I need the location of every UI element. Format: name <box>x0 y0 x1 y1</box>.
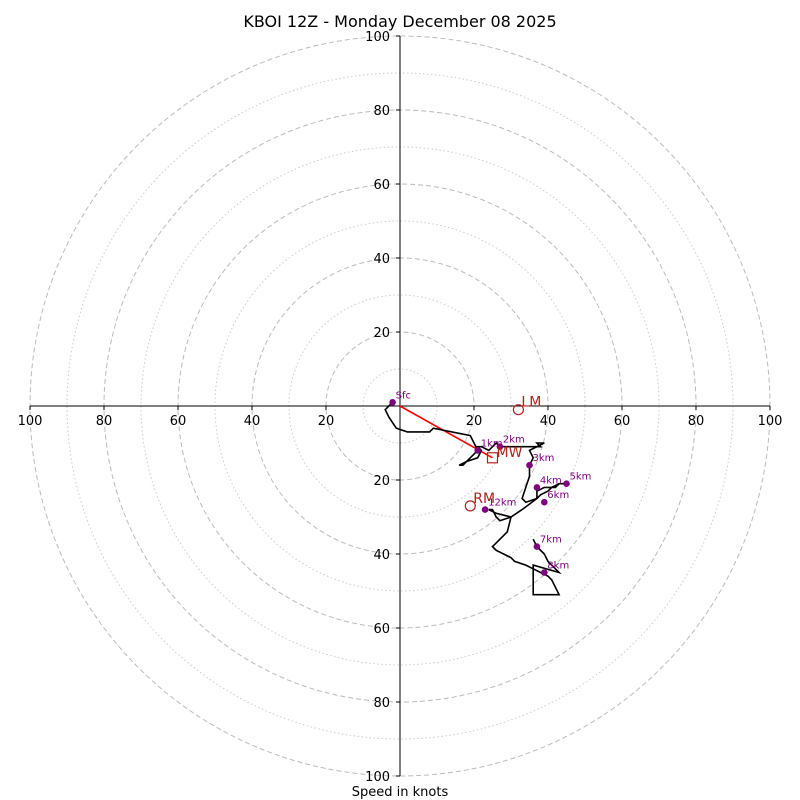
x-tick-label: 80 <box>688 414 705 429</box>
height-marker-point <box>533 484 541 491</box>
mean-wind-marker <box>486 452 499 464</box>
height-marker-point <box>389 399 396 406</box>
x-tick-label: 80 <box>96 414 113 429</box>
height-marker-label: Sfc <box>396 390 411 401</box>
right-mover-label: RM <box>473 491 495 507</box>
mean-wind-label: MW <box>497 445 523 461</box>
x-tick-label: 40 <box>244 414 261 429</box>
height-marker-label: 7km <box>540 535 562 546</box>
height-marker-label: 4km <box>540 475 562 486</box>
left-mover-label: LM <box>521 395 541 411</box>
height-marker-point <box>474 447 482 454</box>
x-tick-label: 20 <box>466 414 483 429</box>
y-tick-label: 100 <box>365 30 390 45</box>
height-marker-point <box>563 480 570 488</box>
height-marker-point <box>481 506 489 513</box>
y-tick-label: 40 <box>373 252 390 267</box>
height-marker-point <box>526 461 533 469</box>
y-tick-label: 100 <box>365 770 390 785</box>
chart-title: KBOI 12Z - Monday December 08 2025 <box>243 12 556 31</box>
height-marker-label: 2km <box>503 435 525 446</box>
x-tick-label: 20 <box>318 414 335 429</box>
y-tick-label: 80 <box>373 696 390 711</box>
height-marker-point <box>541 569 548 576</box>
x-tick-labels: 100 80 60 40 20 20 40 60 80 100 <box>18 406 783 429</box>
height-marker-label: 3km <box>533 453 555 464</box>
height-marker-label: 8km <box>547 561 569 572</box>
height-marker-label: 1km <box>481 438 503 449</box>
height-marker-point <box>533 543 541 550</box>
x-tick-label: 60 <box>614 414 631 429</box>
y-tick-label: 20 <box>373 326 390 341</box>
wind-trace <box>384 401 567 596</box>
x-tick-label: 100 <box>18 414 43 429</box>
height-marker-point <box>496 443 504 451</box>
height-marker-label: 6km <box>547 490 569 501</box>
left-mover-marker <box>512 404 525 416</box>
y-tick-label: 40 <box>373 548 390 563</box>
y-tick-label: 80 <box>373 104 390 119</box>
right-mover-marker <box>464 500 476 512</box>
y-tick-label: 20 <box>373 474 390 489</box>
y-tick-label: 60 <box>373 622 390 637</box>
x-tick-label: 100 <box>758 414 783 429</box>
x-tick-label: 60 <box>170 414 187 429</box>
height-marker-point <box>541 498 548 506</box>
storm-motion: LM MW RM <box>464 395 541 512</box>
y-tick-label: 60 <box>373 178 390 193</box>
x-axis-label: Speed in knots <box>352 785 449 800</box>
wind-trace-line <box>384 401 567 596</box>
height-marker-label: 5km <box>570 472 592 483</box>
x-tick-label: 40 <box>540 414 557 429</box>
y-tick-labels: 100 80 60 40 20 20 40 60 80 100 <box>365 30 400 785</box>
height-marker-label: 12km <box>488 498 516 509</box>
